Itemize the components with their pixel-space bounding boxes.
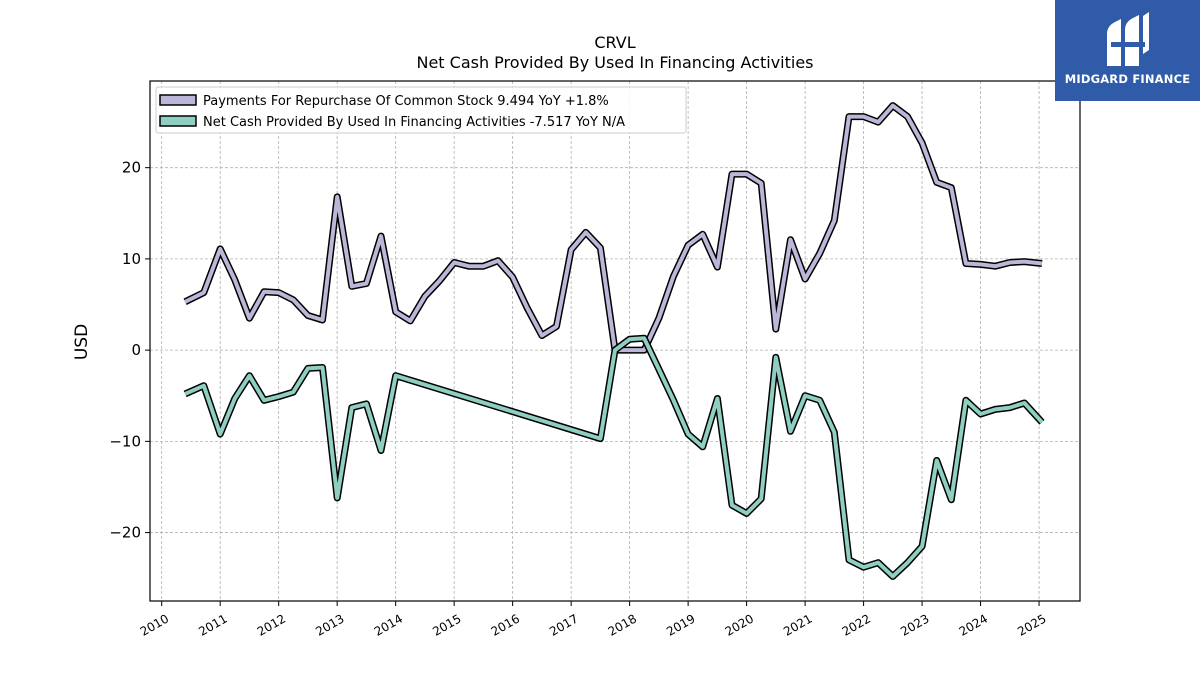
- x-tick-label: 2024: [957, 611, 990, 638]
- x-tick-label: 2011: [196, 611, 229, 638]
- legend-swatch-financing: [159, 115, 197, 127]
- x-tick-label: 2025: [1015, 611, 1048, 638]
- y-tick-label: −20: [109, 524, 141, 542]
- x-tick-label: 2018: [606, 611, 639, 638]
- series-line-repurchase-outline: [183, 102, 1043, 354]
- chart-subtitle: Net Cash Provided By Used In Financing A…: [416, 53, 813, 72]
- x-tick-label: 2023: [898, 611, 931, 638]
- y-tick-label: 20: [122, 159, 141, 177]
- x-tick-label: 2015: [430, 611, 463, 638]
- brand-logo: MIDGARD FINANCE: [1055, 0, 1200, 101]
- series-line-repurchase: [184, 103, 1043, 353]
- grid: [150, 81, 1080, 601]
- legend-box: [155, 86, 687, 134]
- series-lines: [183, 102, 1045, 580]
- y-tick-label: 10: [122, 250, 141, 268]
- midgard-logo-icon: [1106, 12, 1149, 66]
- x-tick-label: 2021: [781, 611, 814, 638]
- series-line-financing: [184, 336, 1044, 579]
- y-tick-label: 0: [131, 341, 141, 359]
- x-tick-label: 2010: [138, 611, 171, 638]
- x-tick-label: 2012: [255, 611, 288, 638]
- y-tick-label: −10: [109, 432, 141, 450]
- x-tick-label: 2022: [840, 611, 873, 638]
- x-tick-label: 2013: [313, 611, 346, 638]
- x-tick-label: 2019: [664, 611, 697, 638]
- chart-title: CRVL: [594, 33, 635, 52]
- x-tick-label: 2014: [372, 611, 405, 638]
- legend-label-financing: Net Cash Provided By Used In Financing A…: [203, 115, 625, 130]
- legend: Payments For Repurchase Of Common Stock …: [155, 86, 687, 134]
- x-tick-label: 2020: [723, 611, 756, 638]
- series-line-financing-outline: [183, 334, 1045, 580]
- plot-frame: [149, 80, 1081, 602]
- y-axis-label: USD: [72, 324, 92, 360]
- brand-name: MIDGARD FINANCE: [1064, 72, 1191, 86]
- x-tick-label: 2016: [489, 611, 522, 638]
- legend-swatch-repurchase: [159, 94, 197, 106]
- x-tick-label: 2017: [547, 611, 580, 638]
- legend-label-repurchase: Payments For Repurchase Of Common Stock …: [203, 94, 609, 109]
